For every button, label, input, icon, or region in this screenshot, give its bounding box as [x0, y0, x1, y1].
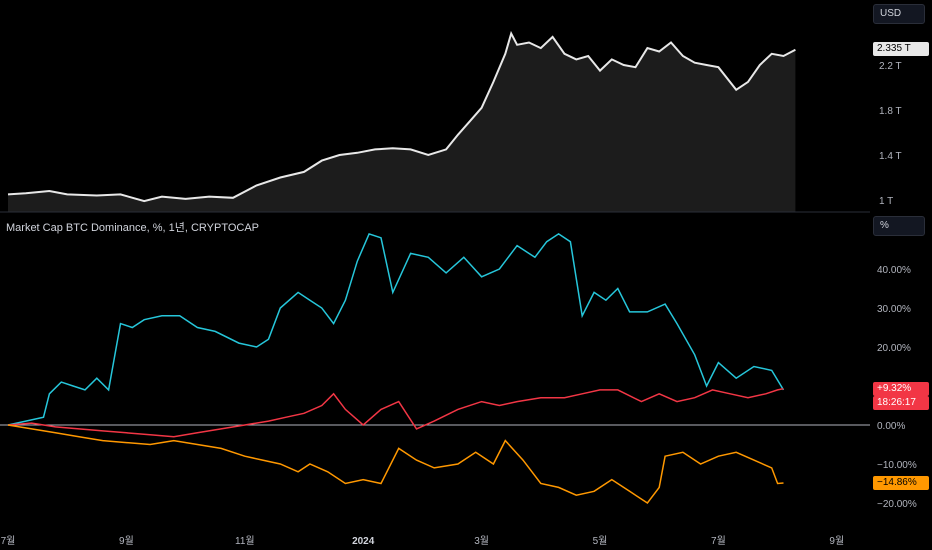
top-unit-button[interactable]: USD: [873, 4, 925, 24]
bottom-unit-button[interactable]: %: [873, 216, 925, 236]
dominance-legend[interactable]: Market Cap BTC Dominance, %, 1년, CRYPTOC…: [6, 221, 259, 234]
dominance-y-tick: 40.00%: [877, 265, 911, 276]
x-tick-label: 5월: [593, 535, 608, 547]
market-cap-y-tick: 1.4 T: [879, 151, 902, 162]
x-tick-label: 11월: [235, 535, 255, 547]
countdown-badge: 18:26:17: [873, 395, 929, 410]
x-axis: 7월 9월 11월 2024 3월 5월 7월 9월: [1, 535, 845, 547]
dominance-panel: 40.00%30.00%20.00%10.00%0.00%−10.00%−20.…: [0, 221, 917, 510]
dominance-y-tick: −10.00%: [877, 460, 917, 471]
market-cap-y-tick: 1 T: [879, 196, 893, 207]
x-tick-label: 3월: [474, 535, 489, 547]
market-cap-panel: 2.2 T 1.8 T 1.4 T 1 T: [7, 30, 902, 212]
red-series-line: [7, 387, 784, 438]
market-cap-y-tick: 1.8 T: [879, 106, 902, 117]
cyan-series-line: [7, 232, 785, 426]
x-tick-label: 7월: [1, 535, 16, 547]
market-cap-y-axis: 2.2 T 1.8 T 1.4 T 1 T: [879, 61, 902, 207]
red-series-badge: +9.32%: [873, 381, 929, 396]
dominance-y-tick: 20.00%: [877, 343, 911, 354]
market-cap-last-value-badge: 2.335 T: [873, 42, 929, 56]
x-tick-label: 7월: [711, 535, 726, 547]
x-tick-label: 2024: [352, 536, 375, 547]
market-cap-line: [7, 30, 796, 203]
x-tick-label: 9월: [119, 535, 134, 547]
market-cap-area: [8, 33, 796, 212]
orange-series-badge: −14.86%: [873, 475, 929, 490]
dominance-y-tick: 0.00%: [877, 421, 905, 432]
x-tick-label: 9월: [829, 535, 844, 547]
dominance-series: [7, 232, 785, 505]
market-cap-y-tick: 2.2 T: [879, 61, 902, 72]
dominance-y-tick: −20.00%: [877, 499, 917, 510]
orange-series-line: [7, 424, 784, 505]
dominance-y-tick: 30.00%: [877, 304, 911, 315]
